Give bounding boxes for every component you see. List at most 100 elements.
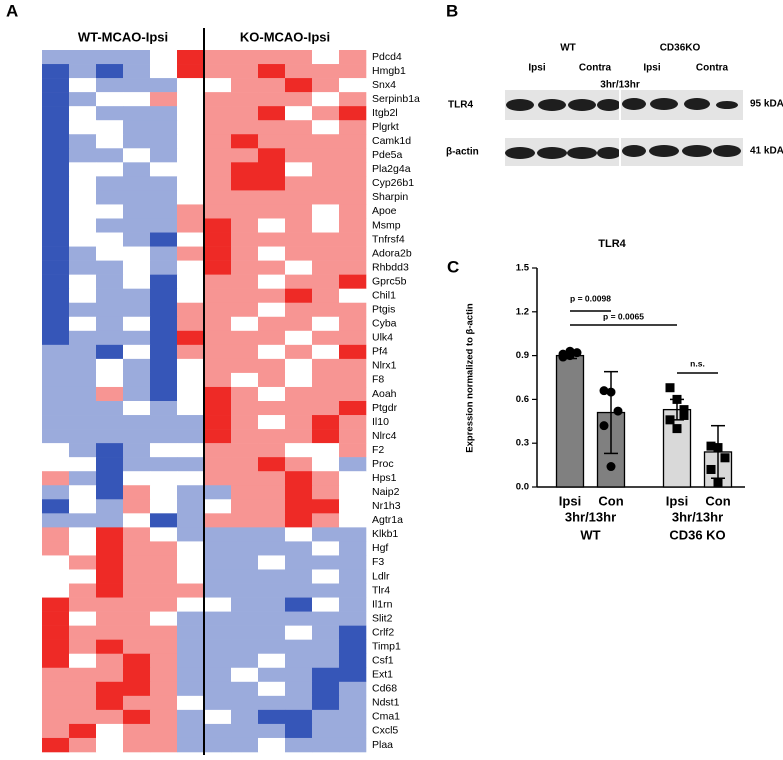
heatmap-cell: [96, 330, 124, 346]
gene-label: Csf1: [372, 655, 394, 667]
heatmap-cell: [339, 471, 367, 486]
data-point: [672, 424, 682, 434]
heatmap-cell: [96, 134, 124, 149]
gene-label: Pla2g4a: [372, 163, 411, 175]
heatmap-cell: [96, 723, 124, 739]
heatmap-cell: [339, 78, 367, 93]
heatmap-cell: [69, 429, 97, 444]
gene-label: Pdcd4: [372, 51, 402, 63]
heatmap-cell: [150, 667, 178, 683]
heatmap-cell: [258, 246, 286, 261]
heatmap-cell: [204, 639, 232, 655]
heatmap-cell: [312, 457, 340, 472]
heatmap-cell: [123, 457, 151, 472]
heatmap-cell: [312, 246, 340, 261]
heatmap-cell: [339, 569, 367, 584]
heatmap-cell: [69, 92, 97, 107]
heatmap-cell: [258, 358, 286, 374]
heatmap-cell: [231, 274, 259, 289]
heatmap-cell: [312, 695, 340, 711]
heatmap-cell: [231, 415, 259, 430]
heatmap-cell: [42, 120, 70, 135]
heatmap-cell: [258, 457, 286, 472]
heatmap-cell: [150, 639, 178, 655]
blot-lane: Ipsi: [643, 63, 660, 74]
heatmap-cell: [177, 667, 205, 683]
heatmap-cell: [339, 709, 367, 725]
y-tick-label: 1.5: [516, 263, 530, 274]
significance-label: p = 0.0065: [603, 311, 644, 321]
heatmap-cell: [96, 260, 124, 275]
heatmap-cell: [231, 50, 259, 65]
heatmap-cell: [339, 737, 367, 753]
heatmap-cell: [285, 162, 313, 177]
heatmap-cell: [42, 64, 70, 79]
heatmap-cell: [231, 148, 259, 163]
heatmap-cell: [123, 639, 151, 655]
heatmap-cell: [177, 246, 205, 261]
heatmap-cell: [285, 78, 313, 93]
heatmap-cell: [42, 583, 70, 598]
heatmap-cell: [312, 485, 340, 500]
heatmap-cell: [42, 190, 70, 205]
heatmap-cell: [339, 415, 367, 430]
heatmap-cell: [69, 386, 97, 402]
heatmap-cell: [123, 316, 151, 332]
heatmap-cell: [339, 527, 367, 542]
heatmap-cell: [123, 513, 151, 528]
heatmap-cell: [339, 120, 367, 135]
heatmap-cell: [204, 302, 232, 318]
heatmap-cell: [177, 611, 205, 626]
gene-label: F3: [372, 556, 384, 568]
heatmap-cell: [177, 50, 205, 65]
gene-label: Chil1: [372, 289, 396, 301]
heatmap-cell: [285, 190, 313, 205]
heatmap-cell: [42, 162, 70, 177]
heatmap-cell: [96, 555, 124, 570]
heatmap-cell: [231, 541, 259, 556]
heatmap-cell: [231, 64, 259, 79]
heatmap-cell: [96, 120, 124, 135]
heatmap-cell: [123, 443, 151, 458]
heatmap-cell: [339, 190, 367, 205]
heatmap-cell: [258, 50, 286, 65]
heatmap-cell: [204, 583, 232, 598]
heatmap-cell: [231, 555, 259, 570]
heatmap-cell: [123, 723, 151, 739]
heatmap-cell: [42, 443, 70, 458]
gene-label: Ptgdr: [372, 402, 398, 414]
heatmap-cell: [285, 401, 313, 416]
heatmap-cell: [69, 485, 97, 500]
heatmap-cell: [285, 653, 313, 669]
data-point: [572, 348, 582, 358]
heatmap-cell: [258, 625, 286, 640]
heatmap-cell: [258, 443, 286, 458]
heatmap-cell: [123, 527, 151, 542]
heatmap-cell: [258, 64, 286, 79]
heatmap-cell: [177, 723, 205, 739]
heatmap-cell: [312, 274, 340, 289]
gene-label: Ext1: [372, 669, 393, 681]
heatmap-cell: [285, 344, 313, 360]
bar: [555, 354, 585, 488]
heatmap-cell: [339, 639, 367, 655]
heatmap-cell: [96, 569, 124, 584]
heatmap-cell: [177, 429, 205, 444]
heatmap-cell: [177, 541, 205, 556]
gene-label: Apoe: [372, 205, 397, 217]
heatmap-cell: [285, 120, 313, 135]
heatmap-cell: [42, 204, 70, 219]
heatmap-cell: [69, 681, 97, 697]
heatmap-cell: [96, 218, 124, 233]
heatmap-cell: [42, 232, 70, 247]
heatmap-cell: [69, 625, 97, 640]
heatmap-cell: [96, 50, 124, 65]
heatmap-cell: [69, 274, 97, 289]
heatmap-cell: [312, 204, 340, 219]
heatmap-cell: [150, 134, 178, 149]
heatmap-cell: [312, 106, 340, 121]
heatmap-cell: [204, 50, 232, 65]
data-point: [713, 443, 723, 453]
gene-label: Crlf2: [372, 626, 394, 638]
heatmap-cell: [204, 695, 232, 711]
